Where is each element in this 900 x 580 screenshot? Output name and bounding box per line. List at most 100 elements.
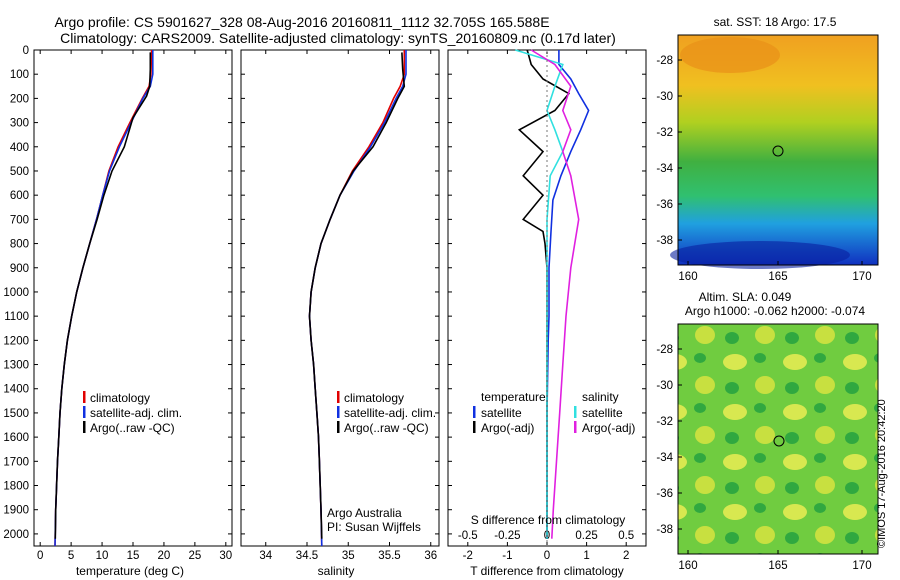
depth-tick-label: 0 <box>23 45 29 57</box>
x-tick-label: 35.5 <box>378 550 400 562</box>
x-tick-label: 34.5 <box>296 550 318 562</box>
legend-header-salinity: salinity <box>582 390 619 404</box>
depth-tick-label: 1200 <box>3 335 29 347</box>
map-lon-label: 160 <box>678 560 697 572</box>
x-tick-label: -1 <box>502 550 512 562</box>
map-lat-label: -38 <box>656 235 673 247</box>
legend-swatch-satellite <box>337 406 340 418</box>
x-tick-label: 30 <box>219 550 232 562</box>
x-tick-label: 36 <box>424 550 437 562</box>
legend-swatch-satellite <box>83 406 86 418</box>
legend-header-temperature: temperature <box>481 390 546 404</box>
temperature-xlabel: temperature (deg C) <box>76 564 184 578</box>
pi-note: PI: Susan Wijffels <box>327 520 421 534</box>
profile-lines <box>54 49 590 547</box>
depth-tick-label: 2000 <box>3 529 29 541</box>
depth-tick-label: 1100 <box>4 311 29 323</box>
depth-tick-label: 1900 <box>3 505 29 517</box>
legend-label: satellite-adj. clim. <box>90 406 182 420</box>
depth-tick-label: 1700 <box>3 456 29 468</box>
x-tick-label: 5 <box>68 550 74 562</box>
temperature-x-axis: 0 5 10 15 20 25 30 <box>37 50 232 562</box>
legend-swatch-t-satellite <box>473 406 476 418</box>
legend-label: satellite <box>582 406 623 420</box>
map-lon-label: 170 <box>852 271 871 283</box>
salinity-series-1 <box>308 50 407 547</box>
depth-tick-label: 700 <box>10 214 29 226</box>
s-tick-label: 0.5 <box>618 530 634 542</box>
figure-title-line2: Climatology: CARS2009. Satellite-adjuste… <box>60 30 616 46</box>
depth-tick-label: 1000 <box>3 287 29 299</box>
argo-australia-note: Argo Australia <box>327 506 402 520</box>
depth-tick-label: 900 <box>10 263 29 275</box>
depth-tick-label: 1600 <box>3 432 29 444</box>
legend-swatch-t-argo <box>473 421 476 433</box>
imos-timestamp: ©IMOS 17-Aug-2016 20:42:20 <box>876 399 888 548</box>
x-tick-label: 0 <box>544 550 550 562</box>
legend-label: satellite <box>481 406 522 420</box>
depth-tick-label: 1800 <box>3 481 29 493</box>
x-tick-label: 25 <box>188 550 201 562</box>
sst-warm-patch <box>680 37 780 73</box>
legend-label: Argo(-adj) <box>582 421 635 435</box>
depth-tick-label: 300 <box>10 118 29 130</box>
sla-field <box>678 324 878 554</box>
legend-swatch-climatology <box>337 391 340 403</box>
temperature-series-2 <box>54 52 152 539</box>
figure-title-line1: Argo profile: CS 5901627_328 08-Aug-2016… <box>54 14 549 30</box>
depth-tick-label: 1500 <box>3 408 29 420</box>
map-lat-label: -28 <box>656 55 673 67</box>
sla-map-axes: -28 -30 -32 -34 -36 -38 160 165 170 <box>656 344 871 572</box>
depth-tick-label: 1400 <box>3 384 29 396</box>
difference-series-3 <box>530 49 580 539</box>
x-tick-label: 20 <box>158 550 171 562</box>
sla-map-title-line1: Altim. SLA: 0.049 <box>699 290 792 304</box>
map-lat-label: -30 <box>656 91 673 103</box>
x-tick-label: -2 <box>463 550 473 562</box>
t-difference-xlabel: T difference from climatology <box>470 564 624 578</box>
difference-legend: temperature salinity satellite Argo(-adj… <box>473 390 635 435</box>
map-lat-label: -36 <box>656 199 673 211</box>
legend-label: climatology <box>90 391 150 405</box>
x-tick-label: 35 <box>342 550 355 562</box>
map-lon-label: 165 <box>768 560 787 572</box>
temperature-legend: climatology satellite-adj. clim. Argo(..… <box>83 391 182 435</box>
salinity-xlabel: salinity <box>318 564 355 578</box>
map-lat-label: -32 <box>656 416 673 428</box>
map-lon-label: 160 <box>678 271 697 283</box>
s-tick-label: -0.25 <box>494 530 520 542</box>
argo-float-marker <box>772 145 784 157</box>
legend-swatch-s-argo <box>574 421 577 433</box>
legend-swatch-argo <box>83 421 86 433</box>
salinity-panel-frame <box>240 49 440 547</box>
temperature-panel-frame <box>33 49 233 547</box>
sst-cool-patch <box>670 241 850 269</box>
salinity-x-axis: 34 34.5 35 35.5 36 <box>259 50 437 562</box>
map-lat-label: -32 <box>656 127 673 139</box>
difference-series-1 <box>517 49 571 539</box>
map-lon-label: 165 <box>768 271 787 283</box>
legend-label: climatology <box>344 391 404 405</box>
depth-tick-label: 100 <box>10 69 29 81</box>
map-lon-label: 170 <box>852 560 871 572</box>
depth-tick-label: 600 <box>10 190 29 202</box>
legend-label: Argo(..raw -QC) <box>90 421 175 435</box>
depth-tick-label: 800 <box>10 239 29 251</box>
x-tick-label: 0 <box>37 550 43 562</box>
temperature-series-1 <box>54 50 154 547</box>
legend-swatch-s-satellite <box>574 406 577 418</box>
s-tick-label: 0.25 <box>575 530 597 542</box>
legend-label: Argo(-adj) <box>481 421 534 435</box>
x-tick-label: 34 <box>259 550 272 562</box>
legend-swatch-argo <box>337 421 340 433</box>
sst-field <box>678 35 878 265</box>
salinity-legend: climatology satellite-adj. clim. Argo(..… <box>327 391 436 534</box>
depth-tick-label: 500 <box>10 166 29 178</box>
s-difference-xlabel: S difference from climatology <box>471 513 626 527</box>
legend-label: satellite-adj. clim. <box>344 406 436 420</box>
sst-map-title: sat. SST: 18 Argo: 17.5 <box>714 15 837 29</box>
map-lat-label: -28 <box>656 344 673 356</box>
map-lat-label: -38 <box>656 524 673 536</box>
